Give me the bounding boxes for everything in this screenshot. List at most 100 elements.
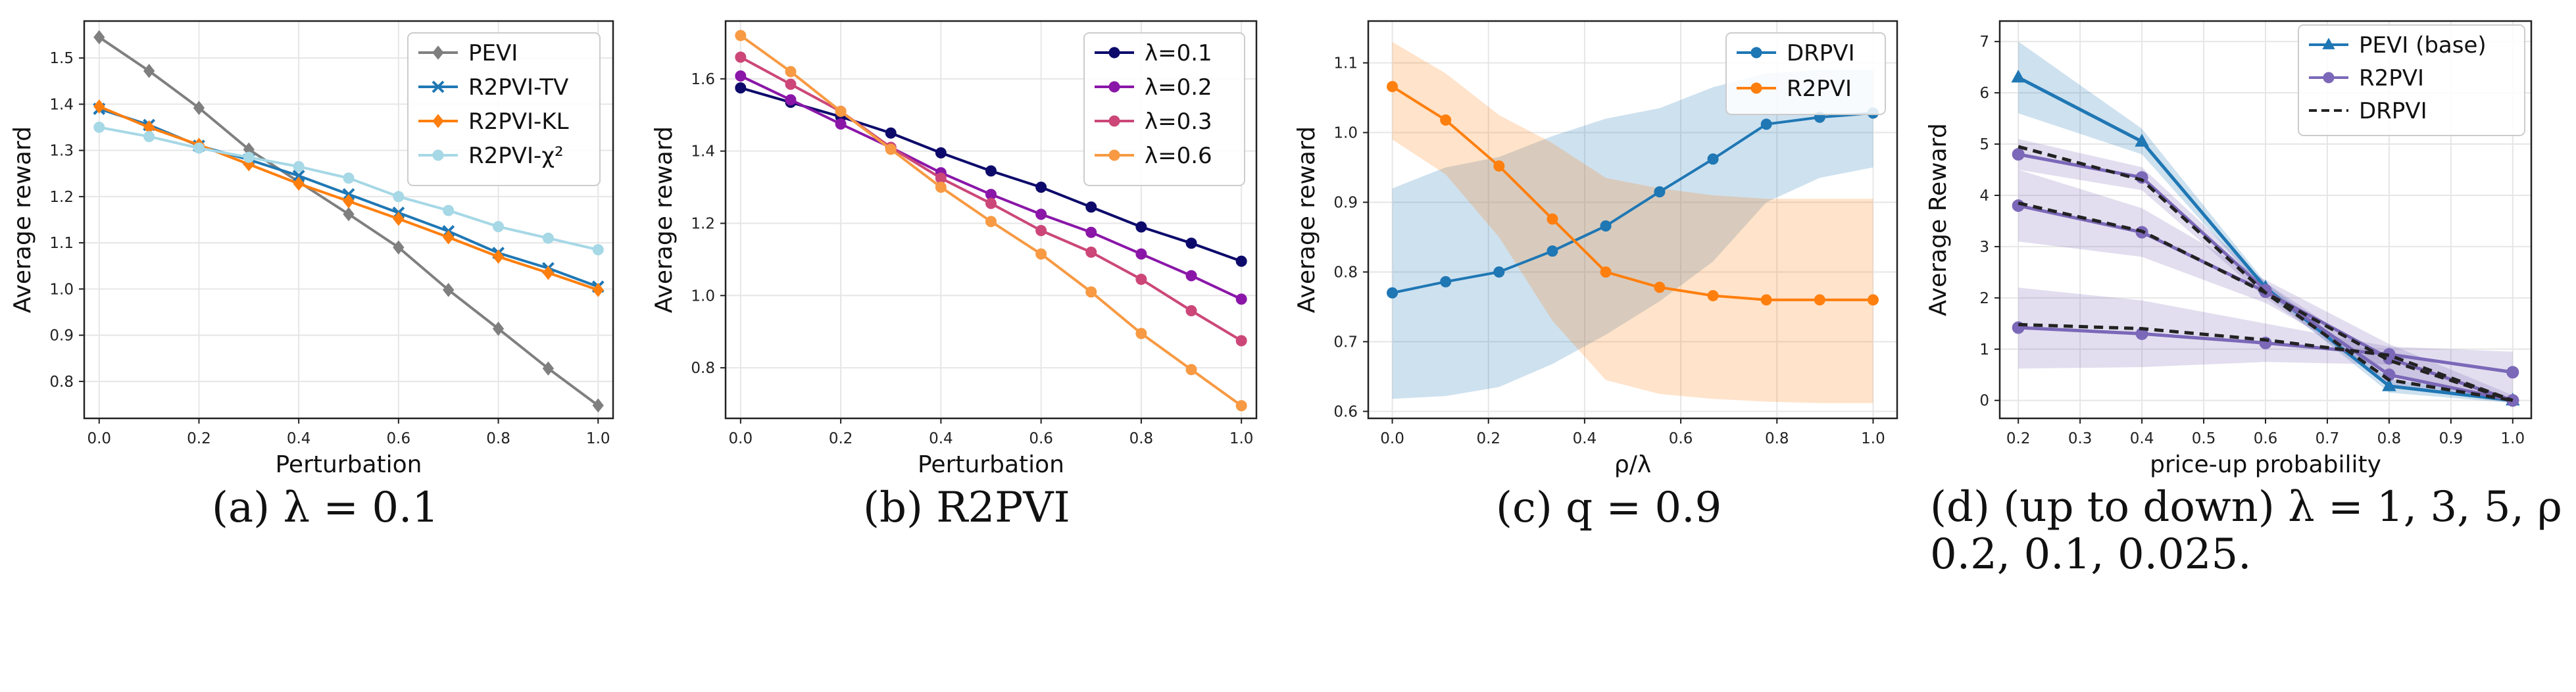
- data-point-r2pvi-tv: [292, 169, 305, 182]
- data-point-pevi: [443, 282, 455, 297]
- data-point-r2pvi-χ²: [393, 191, 405, 203]
- data-point-λ=0.3: [1135, 274, 1147, 285]
- legend-marker: [432, 45, 444, 60]
- y-tick-label: 0.8: [1333, 264, 1358, 281]
- legend-marker: [432, 80, 445, 93]
- data-point-r2pvi: [1387, 81, 1399, 93]
- data-point-r2pvi-χ²: [493, 221, 505, 233]
- data-point-λ=0.3: [1185, 305, 1197, 316]
- x-tick-label: 0.0: [87, 430, 111, 447]
- caption-a: (a) λ = 0.1: [212, 483, 439, 532]
- data-point-λ=0.1: [885, 127, 897, 139]
- data-point-λ=0.6: [985, 216, 997, 228]
- y-tick-label: 0.8: [49, 374, 74, 391]
- x-tick-label: 0.8: [2377, 430, 2402, 447]
- data-point-r2pvi: [1707, 290, 1719, 302]
- data-point-λ=0.6: [785, 66, 797, 78]
- legend-marker: [432, 114, 444, 128]
- data-point-λ=0.1: [1085, 201, 1097, 213]
- data-point-λ=0.2: [1135, 248, 1147, 260]
- data-point-λ=0.3: [785, 78, 797, 90]
- legend: λ=0.1 λ=0.2 λ=0.3 λ=0.6: [1083, 32, 1245, 186]
- data-point-λ=0.1: [1035, 182, 1047, 193]
- series-line-drpvi-λ=5: [2018, 322, 2514, 403]
- caption-d-line1: (d) (up to down) λ = 1, 3, 5, ρ =: [1930, 483, 2576, 531]
- x-tick-label: 0.2: [1476, 430, 1500, 447]
- caption-d: (d) (up to down) λ = 1, 3, 5, ρ = 0.2, 0…: [1930, 483, 2576, 578]
- y-tick-label: 1.6: [691, 71, 715, 88]
- legend-marker: [1108, 81, 1120, 93]
- y-axis-label: Average reward: [9, 126, 36, 313]
- x-axis-label: ρ/λ: [1614, 451, 1651, 478]
- x-tick-label: 0.9: [2439, 430, 2464, 447]
- data-point-λ=0.6: [1085, 286, 1097, 298]
- data-point-λ=0.3: [735, 51, 747, 63]
- legend-label: R2PVI-TV: [468, 74, 568, 101]
- data-point-drpvi: [1387, 287, 1399, 299]
- chart-d: 0.2 0.3 0.4 0.5 0.6 0.7 0.8 0.9 1.0 0 1 2 3 4 5 6 7 price…: [1925, 20, 2533, 478]
- legend-box: [2298, 24, 2525, 136]
- data-point-drpvi: [1493, 266, 1505, 278]
- chart-a: 0.0 0.2 0.4 0.6 0.8 1.0 0.8 0.9 1.0 1.1 1.2 1.3 1.4 1…: [9, 20, 614, 478]
- legend-marker: [1108, 47, 1120, 59]
- data-point-r2pvi: [1654, 282, 1666, 293]
- data-point-pevi: [93, 30, 105, 45]
- legend: PEVI (base) R2PVI DRPVI: [2298, 24, 2525, 136]
- data-point-pevi: [542, 361, 555, 376]
- axes-frame: [83, 20, 614, 420]
- legend-label: PEVI (base): [2359, 32, 2487, 59]
- y-tick-label: 7: [1979, 34, 1989, 51]
- caption-c: (c) q = 0.9: [1496, 483, 1721, 532]
- data-point-drpvi: [1547, 245, 1558, 257]
- data-point-λ=0.1: [1135, 221, 1147, 233]
- data-point-λ=0.6: [835, 105, 847, 117]
- data-point-λ=0.2: [1235, 293, 1247, 305]
- band-r2pvi-λ=1: [2018, 139, 2513, 403]
- caption-b: (b) R2PVI: [863, 483, 1070, 532]
- x-tick-label: 0.2: [2006, 430, 2031, 447]
- legend-label: PEVI: [468, 40, 518, 66]
- data-point-r2pvi-χ²: [443, 205, 455, 216]
- y-tick-label: 1.2: [49, 189, 74, 206]
- data-point-λ=0.2: [1035, 209, 1047, 220]
- axes-frame: [1367, 20, 1898, 420]
- data-point-r2pvi-λ=5: [2506, 366, 2519, 379]
- x-axis-label: Perturbation: [276, 451, 422, 478]
- series-line-r2pvi: [1391, 85, 1873, 301]
- data-point-λ=0.6: [1185, 364, 1197, 376]
- data-point-λ=0.2: [785, 94, 797, 106]
- y-tick-label: 0: [1979, 393, 1989, 410]
- chart-b: 0.0 0.2 0.4 0.6 0.8 1.0 0.8 1.0 1.2 1.4 1.6 Perturb…: [651, 20, 1258, 478]
- data-point-λ=0.1: [1235, 255, 1247, 267]
- x-tick-label: 1.0: [1229, 430, 1254, 447]
- legend-label: R2PVI: [1787, 76, 1852, 102]
- data-point-r2pvi-χ²: [343, 172, 355, 184]
- legend-box: [407, 32, 601, 186]
- y-axis-label: Average Reward: [1925, 123, 1952, 316]
- data-point-pevi-(base): [2011, 69, 2025, 83]
- y-tick-label: 1.0: [49, 281, 74, 298]
- data-point-r2pvi-kl: [93, 99, 105, 114]
- y-tick-label: 1.0: [691, 287, 715, 305]
- x-tick-label: 0.7: [2316, 430, 2340, 447]
- y-tick-label: 0.6: [1333, 403, 1358, 420]
- x-tick-label: 0.6: [387, 430, 411, 447]
- data-point-r2pvi: [1814, 294, 1825, 306]
- caption-b-text: (b) R2PVI: [863, 483, 1070, 532]
- data-point-λ=0.2: [835, 118, 847, 130]
- data-point-r2pvi-kl: [592, 282, 604, 297]
- legend-label: λ=0.3: [1145, 109, 1212, 135]
- x-tick-label: 0.4: [287, 430, 311, 447]
- chart-c: 0.0 0.2 0.4 0.6 0.8 1.0 0.6 0.7 0.8 0.9 1.0 1.1 ρ/λ A…: [1293, 20, 1898, 478]
- y-tick-label: 3: [1979, 239, 1989, 256]
- y-tick-label: 0.9: [1333, 195, 1358, 212]
- data-point-λ=0.6: [1035, 248, 1047, 260]
- data-point-drpvi: [1600, 220, 1612, 232]
- data-point-λ=0.2: [735, 70, 747, 82]
- x-tick-label: 0.2: [187, 430, 211, 447]
- x-tick-label: 1.0: [2501, 430, 2525, 447]
- x-axis-label: Perturbation: [918, 451, 1064, 478]
- data-point-pevi: [393, 240, 405, 255]
- data-point-pevi: [343, 207, 355, 222]
